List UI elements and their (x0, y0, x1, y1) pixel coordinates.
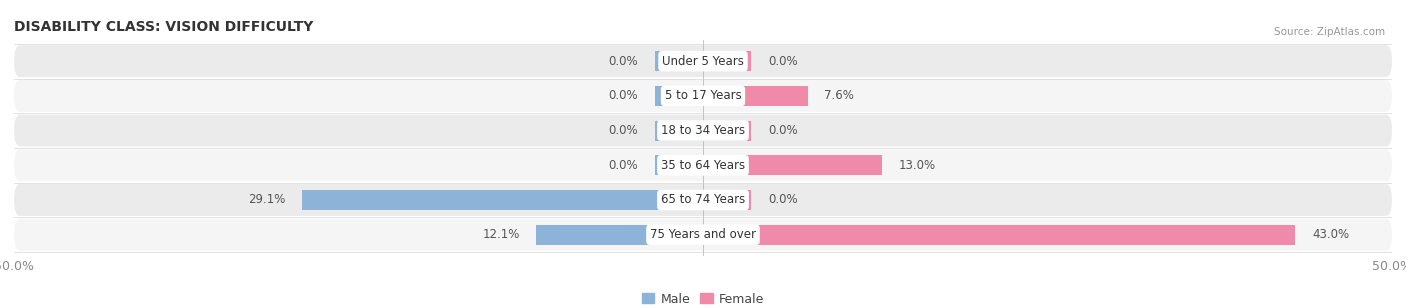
FancyBboxPatch shape (14, 184, 1392, 216)
Text: 43.0%: 43.0% (1312, 228, 1350, 241)
Text: 0.0%: 0.0% (768, 124, 797, 137)
Text: 35 to 64 Years: 35 to 64 Years (661, 159, 745, 172)
Bar (703, 155, 882, 175)
Text: 0.0%: 0.0% (609, 159, 638, 172)
Text: 29.1%: 29.1% (247, 193, 285, 206)
Bar (302, 190, 703, 210)
Text: 65 to 74 Years: 65 to 74 Years (661, 193, 745, 206)
Bar (655, 120, 703, 141)
Bar (703, 190, 751, 210)
FancyBboxPatch shape (14, 219, 1392, 251)
Bar (536, 224, 703, 245)
Text: 0.0%: 0.0% (768, 55, 797, 68)
Bar (655, 86, 703, 106)
Text: 0.0%: 0.0% (609, 124, 638, 137)
Bar (655, 51, 703, 71)
Text: Under 5 Years: Under 5 Years (662, 55, 744, 68)
Text: 0.0%: 0.0% (768, 193, 797, 206)
FancyBboxPatch shape (14, 45, 1392, 77)
Text: 13.0%: 13.0% (898, 159, 936, 172)
FancyBboxPatch shape (14, 80, 1392, 112)
Bar (703, 51, 751, 71)
Text: 12.1%: 12.1% (482, 228, 520, 241)
Text: 7.6%: 7.6% (824, 89, 853, 102)
FancyBboxPatch shape (14, 115, 1392, 146)
Text: DISABILITY CLASS: VISION DIFFICULTY: DISABILITY CLASS: VISION DIFFICULTY (14, 20, 314, 34)
Text: 5 to 17 Years: 5 to 17 Years (665, 89, 741, 102)
Bar (703, 224, 1295, 245)
Text: 75 Years and over: 75 Years and over (650, 228, 756, 241)
Bar (703, 86, 807, 106)
Bar (655, 155, 703, 175)
Text: 0.0%: 0.0% (609, 55, 638, 68)
Text: 0.0%: 0.0% (609, 89, 638, 102)
Text: 18 to 34 Years: 18 to 34 Years (661, 124, 745, 137)
Legend: Male, Female: Male, Female (637, 288, 769, 305)
Bar (703, 120, 751, 141)
FancyBboxPatch shape (14, 149, 1392, 181)
Text: Source: ZipAtlas.com: Source: ZipAtlas.com (1274, 27, 1385, 38)
